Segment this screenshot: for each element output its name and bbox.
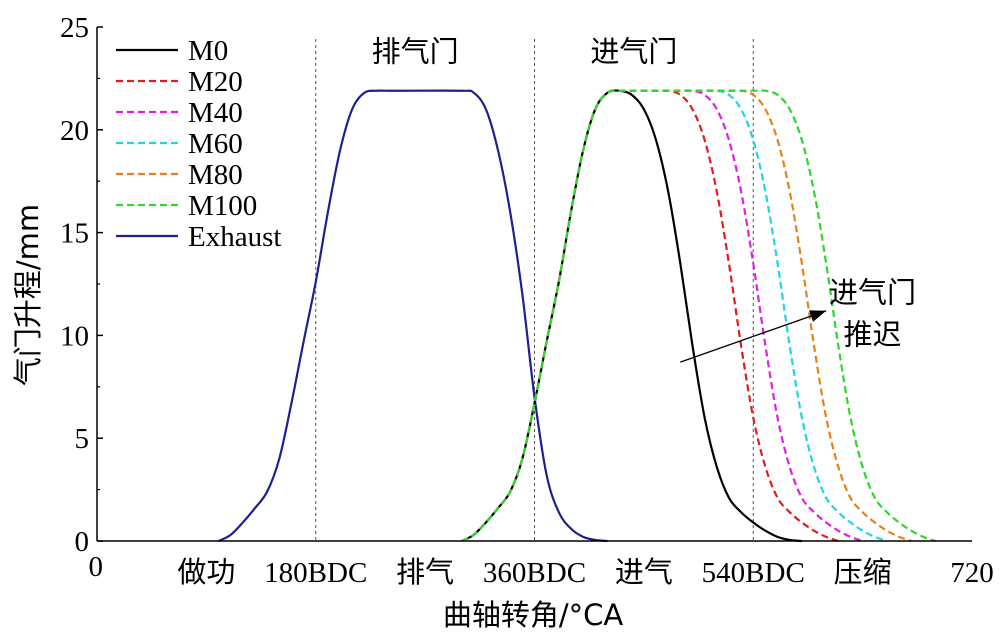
legend-label-m80: M80 — [188, 159, 243, 191]
x-tick-label-4: 360BDC — [483, 557, 586, 589]
annotation-text-0: 进气门 — [829, 275, 916, 309]
legend-label-m0: M0 — [188, 35, 228, 67]
legend-label-m100: M100 — [188, 190, 257, 222]
x-tick-label-7: 压缩 — [834, 555, 892, 589]
y-tick-label-10: 10 — [60, 320, 89, 352]
x-tick-label-3: 排气 — [396, 555, 454, 589]
x-tick-label-0: 0 — [89, 551, 104, 583]
series-line-m80 — [461, 89, 912, 543]
ticks-layer: 0 5 10 15 20 25 0 做功 180BDC 排气 360BDC 进气 540BDC 压缩 720 — [60, 12, 994, 589]
y-tick-label-0: 0 — [75, 526, 90, 558]
region-label-0: 排气门 — [372, 34, 459, 68]
annotation-arrow — [680, 310, 827, 363]
x-tick-label-5: 进气 — [615, 555, 673, 589]
y-tick-label-15: 15 — [60, 218, 89, 250]
x-tick-label-2: 180BDC — [264, 557, 367, 589]
series-line-m0 — [461, 89, 802, 543]
x-axis-label: 曲轴转角/°CA — [443, 598, 624, 632]
y-tick-label-25: 25 — [60, 12, 89, 44]
legend-label-m20: M20 — [188, 66, 243, 98]
x-tick-label-1: 做功 — [177, 555, 235, 589]
series-line-m100 — [461, 89, 936, 543]
x-tick-label-6: 540BDC — [702, 557, 805, 589]
region-label-1: 进气门 — [590, 34, 677, 68]
annotation-arrowhead — [809, 310, 827, 322]
legend-label-exhaust: Exhaust — [188, 221, 281, 253]
x-tick-label-8: 720 — [950, 557, 994, 589]
series-layer — [218, 89, 936, 543]
vline-layer — [315, 39, 754, 541]
series-line-m40 — [461, 89, 863, 543]
y-axis-label: 气门升程/mm — [11, 204, 45, 386]
y-tick-label-5: 5 — [75, 423, 90, 455]
y-tick-label-20: 20 — [60, 115, 89, 147]
legend-label-m40: M40 — [188, 97, 243, 129]
annotation-text-1: 推迟 — [844, 317, 902, 351]
legend-label-m60: M60 — [188, 128, 243, 160]
series-line-exhaust — [218, 89, 608, 543]
